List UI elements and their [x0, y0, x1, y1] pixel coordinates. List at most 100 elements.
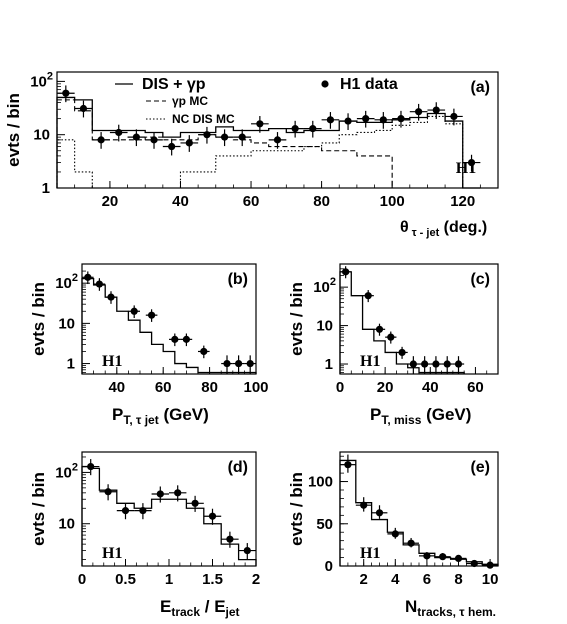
panel-d: 0 0.5 1 1.5 2 10 102 evts / bin (d) H1 Etrack / Ej… — [29, 451, 260, 619]
data-marker — [243, 546, 251, 555]
histogram-sum — [81, 465, 257, 566]
experiment-label: H1 — [102, 353, 122, 370]
y-tick-label: 102 — [313, 276, 336, 296]
histogram-sum — [81, 277, 257, 374]
legend-data-swatch — [321, 80, 329, 88]
data-point — [203, 508, 222, 525]
data-point — [180, 333, 193, 347]
data-marker — [238, 133, 246, 141]
data-marker — [443, 360, 451, 368]
legend-data-label: H1 data — [340, 76, 398, 93]
data-point — [186, 495, 204, 512]
x-tick-label: 20 — [377, 379, 394, 396]
data-point — [116, 503, 135, 520]
x-tick-label: 4 — [391, 571, 400, 588]
x-tick-label: 2 — [252, 571, 260, 588]
data-marker — [156, 490, 164, 498]
data-marker — [256, 120, 264, 128]
y-axis-label: evts / bin — [287, 282, 306, 356]
data-point — [145, 132, 163, 149]
data-marker — [79, 104, 88, 113]
x-tick-label: 120 — [450, 193, 475, 210]
data-point — [57, 85, 75, 103]
data-point — [396, 346, 408, 359]
data-marker — [421, 360, 429, 368]
panel-label: (b) — [228, 271, 248, 288]
x-tick-label: 40 — [108, 379, 125, 396]
x-tick-label: 60 — [155, 379, 172, 396]
data-point — [373, 323, 386, 336]
data-point — [92, 132, 110, 149]
y-axis-label: evts / bin — [4, 93, 23, 167]
y-tick-label: 1 — [325, 356, 333, 373]
data-marker — [104, 488, 112, 496]
legend-nc-label: NC DIS MC — [172, 112, 235, 126]
data-marker — [95, 280, 103, 288]
y-tick-label: 10 — [58, 516, 75, 533]
data-point — [355, 497, 372, 512]
data-point — [251, 116, 269, 133]
y-tick-label: 102 — [30, 70, 53, 90]
x-tick-label: 80 — [313, 193, 330, 210]
data-marker — [208, 512, 217, 520]
data-marker — [182, 335, 190, 343]
y-tick-label: 10 — [316, 318, 333, 335]
data-point — [105, 291, 117, 304]
data-marker — [423, 552, 431, 560]
data-marker — [235, 359, 243, 368]
data-point — [127, 129, 146, 147]
data-point — [409, 103, 428, 121]
data-point — [407, 356, 419, 374]
data-marker — [391, 530, 399, 538]
y-axis-label: evts / bin — [29, 472, 48, 546]
panel-label: (e) — [470, 459, 490, 476]
data-marker — [185, 139, 193, 147]
data-marker — [454, 360, 463, 368]
data-point — [198, 126, 216, 144]
data-marker — [200, 347, 208, 356]
data-point — [198, 345, 210, 359]
data-point — [151, 486, 169, 503]
y-tick-label: 50 — [316, 516, 333, 533]
data-marker — [174, 489, 182, 497]
data-point — [445, 108, 463, 126]
data-point — [452, 356, 465, 374]
data-marker — [139, 507, 147, 515]
data-marker — [84, 273, 92, 281]
data-point — [430, 356, 442, 374]
data-marker — [432, 106, 440, 114]
data-marker — [62, 89, 70, 97]
data-marker — [375, 325, 384, 333]
data-marker — [375, 509, 384, 517]
data-marker — [148, 311, 156, 319]
y-tick-label: 102 — [55, 272, 78, 292]
data-point — [128, 305, 140, 319]
x-tick-label: 100 — [380, 193, 405, 210]
legend-sum-label: DIS + γp — [142, 76, 206, 93]
y-tick-label: 1 — [42, 180, 50, 197]
x-tick-label: 40 — [422, 379, 439, 396]
data-marker — [191, 499, 199, 507]
x-tick-label: 20 — [102, 193, 119, 210]
data-marker — [454, 554, 463, 563]
data-marker — [115, 128, 123, 137]
x-axis-label: Ntracks, τ hem. — [405, 597, 496, 619]
histogram-nc — [56, 115, 481, 189]
data-marker — [470, 559, 478, 568]
data-point — [385, 331, 397, 344]
data-point — [387, 527, 404, 539]
data-marker — [132, 133, 140, 141]
data-point — [221, 531, 239, 548]
data-marker — [432, 360, 440, 368]
data-point — [303, 120, 322, 138]
data-marker — [171, 335, 179, 343]
panel-c: 0 20 40 60 1 10 102 evts / bin (c) H1 PT, miss (Ge… — [287, 263, 499, 427]
data-marker — [409, 360, 417, 368]
x-tick-label: 2 — [360, 571, 368, 588]
data-point — [74, 100, 93, 118]
data-marker — [439, 553, 447, 561]
data-point — [466, 559, 483, 568]
x-axis-label: Etrack / Ejet — [160, 597, 240, 619]
data-marker — [360, 501, 368, 509]
data-point — [321, 112, 340, 129]
